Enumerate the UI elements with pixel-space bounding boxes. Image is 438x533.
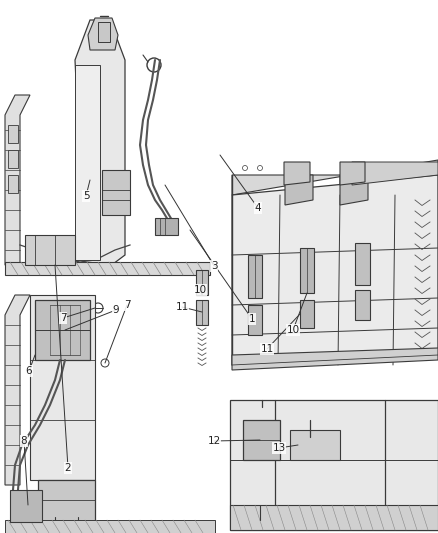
Polygon shape [38, 480, 95, 525]
Polygon shape [290, 430, 340, 460]
Text: 7: 7 [60, 313, 66, 323]
Polygon shape [232, 160, 438, 195]
Text: 4: 4 [254, 203, 261, 213]
Circle shape [14, 500, 26, 512]
Polygon shape [98, 22, 110, 42]
Circle shape [93, 303, 103, 313]
Polygon shape [248, 255, 262, 298]
Polygon shape [88, 18, 118, 50]
Polygon shape [232, 175, 438, 365]
Text: 8: 8 [21, 436, 27, 446]
Polygon shape [230, 505, 438, 530]
Polygon shape [75, 65, 100, 260]
Polygon shape [300, 248, 314, 293]
Text: 2: 2 [65, 463, 71, 473]
Polygon shape [248, 305, 262, 335]
Polygon shape [284, 162, 310, 185]
Text: 10: 10 [194, 285, 207, 295]
Polygon shape [196, 300, 208, 325]
Circle shape [306, 441, 314, 449]
Circle shape [306, 413, 314, 421]
Polygon shape [230, 400, 438, 530]
Circle shape [302, 437, 318, 453]
Polygon shape [5, 295, 30, 485]
Polygon shape [5, 520, 215, 533]
Text: 10: 10 [286, 325, 300, 335]
Polygon shape [340, 162, 365, 185]
Circle shape [101, 359, 109, 367]
Text: 13: 13 [272, 443, 286, 453]
Polygon shape [8, 175, 18, 193]
Text: 7: 7 [124, 300, 131, 310]
Polygon shape [340, 175, 368, 205]
Text: 5: 5 [83, 191, 89, 201]
Polygon shape [300, 300, 314, 328]
Text: 11: 11 [175, 302, 189, 312]
Text: 1: 1 [249, 314, 255, 324]
Polygon shape [10, 490, 42, 522]
Polygon shape [102, 170, 130, 215]
Polygon shape [355, 243, 370, 285]
Polygon shape [30, 295, 95, 480]
Polygon shape [8, 150, 18, 168]
Text: 11: 11 [260, 344, 274, 354]
Polygon shape [25, 235, 75, 265]
Polygon shape [75, 20, 125, 270]
Polygon shape [8, 125, 18, 143]
Polygon shape [243, 420, 280, 460]
Polygon shape [5, 262, 210, 275]
Polygon shape [352, 162, 438, 185]
Polygon shape [285, 175, 313, 205]
Text: 12: 12 [207, 436, 221, 446]
Circle shape [147, 58, 161, 72]
Text: 9: 9 [113, 305, 119, 315]
Polygon shape [5, 95, 30, 265]
Polygon shape [155, 218, 178, 235]
Polygon shape [232, 348, 438, 370]
Polygon shape [35, 300, 90, 360]
Circle shape [257, 407, 267, 417]
Text: 6: 6 [26, 366, 32, 376]
Polygon shape [355, 290, 370, 320]
Text: 3: 3 [211, 261, 217, 271]
Polygon shape [196, 270, 208, 295]
